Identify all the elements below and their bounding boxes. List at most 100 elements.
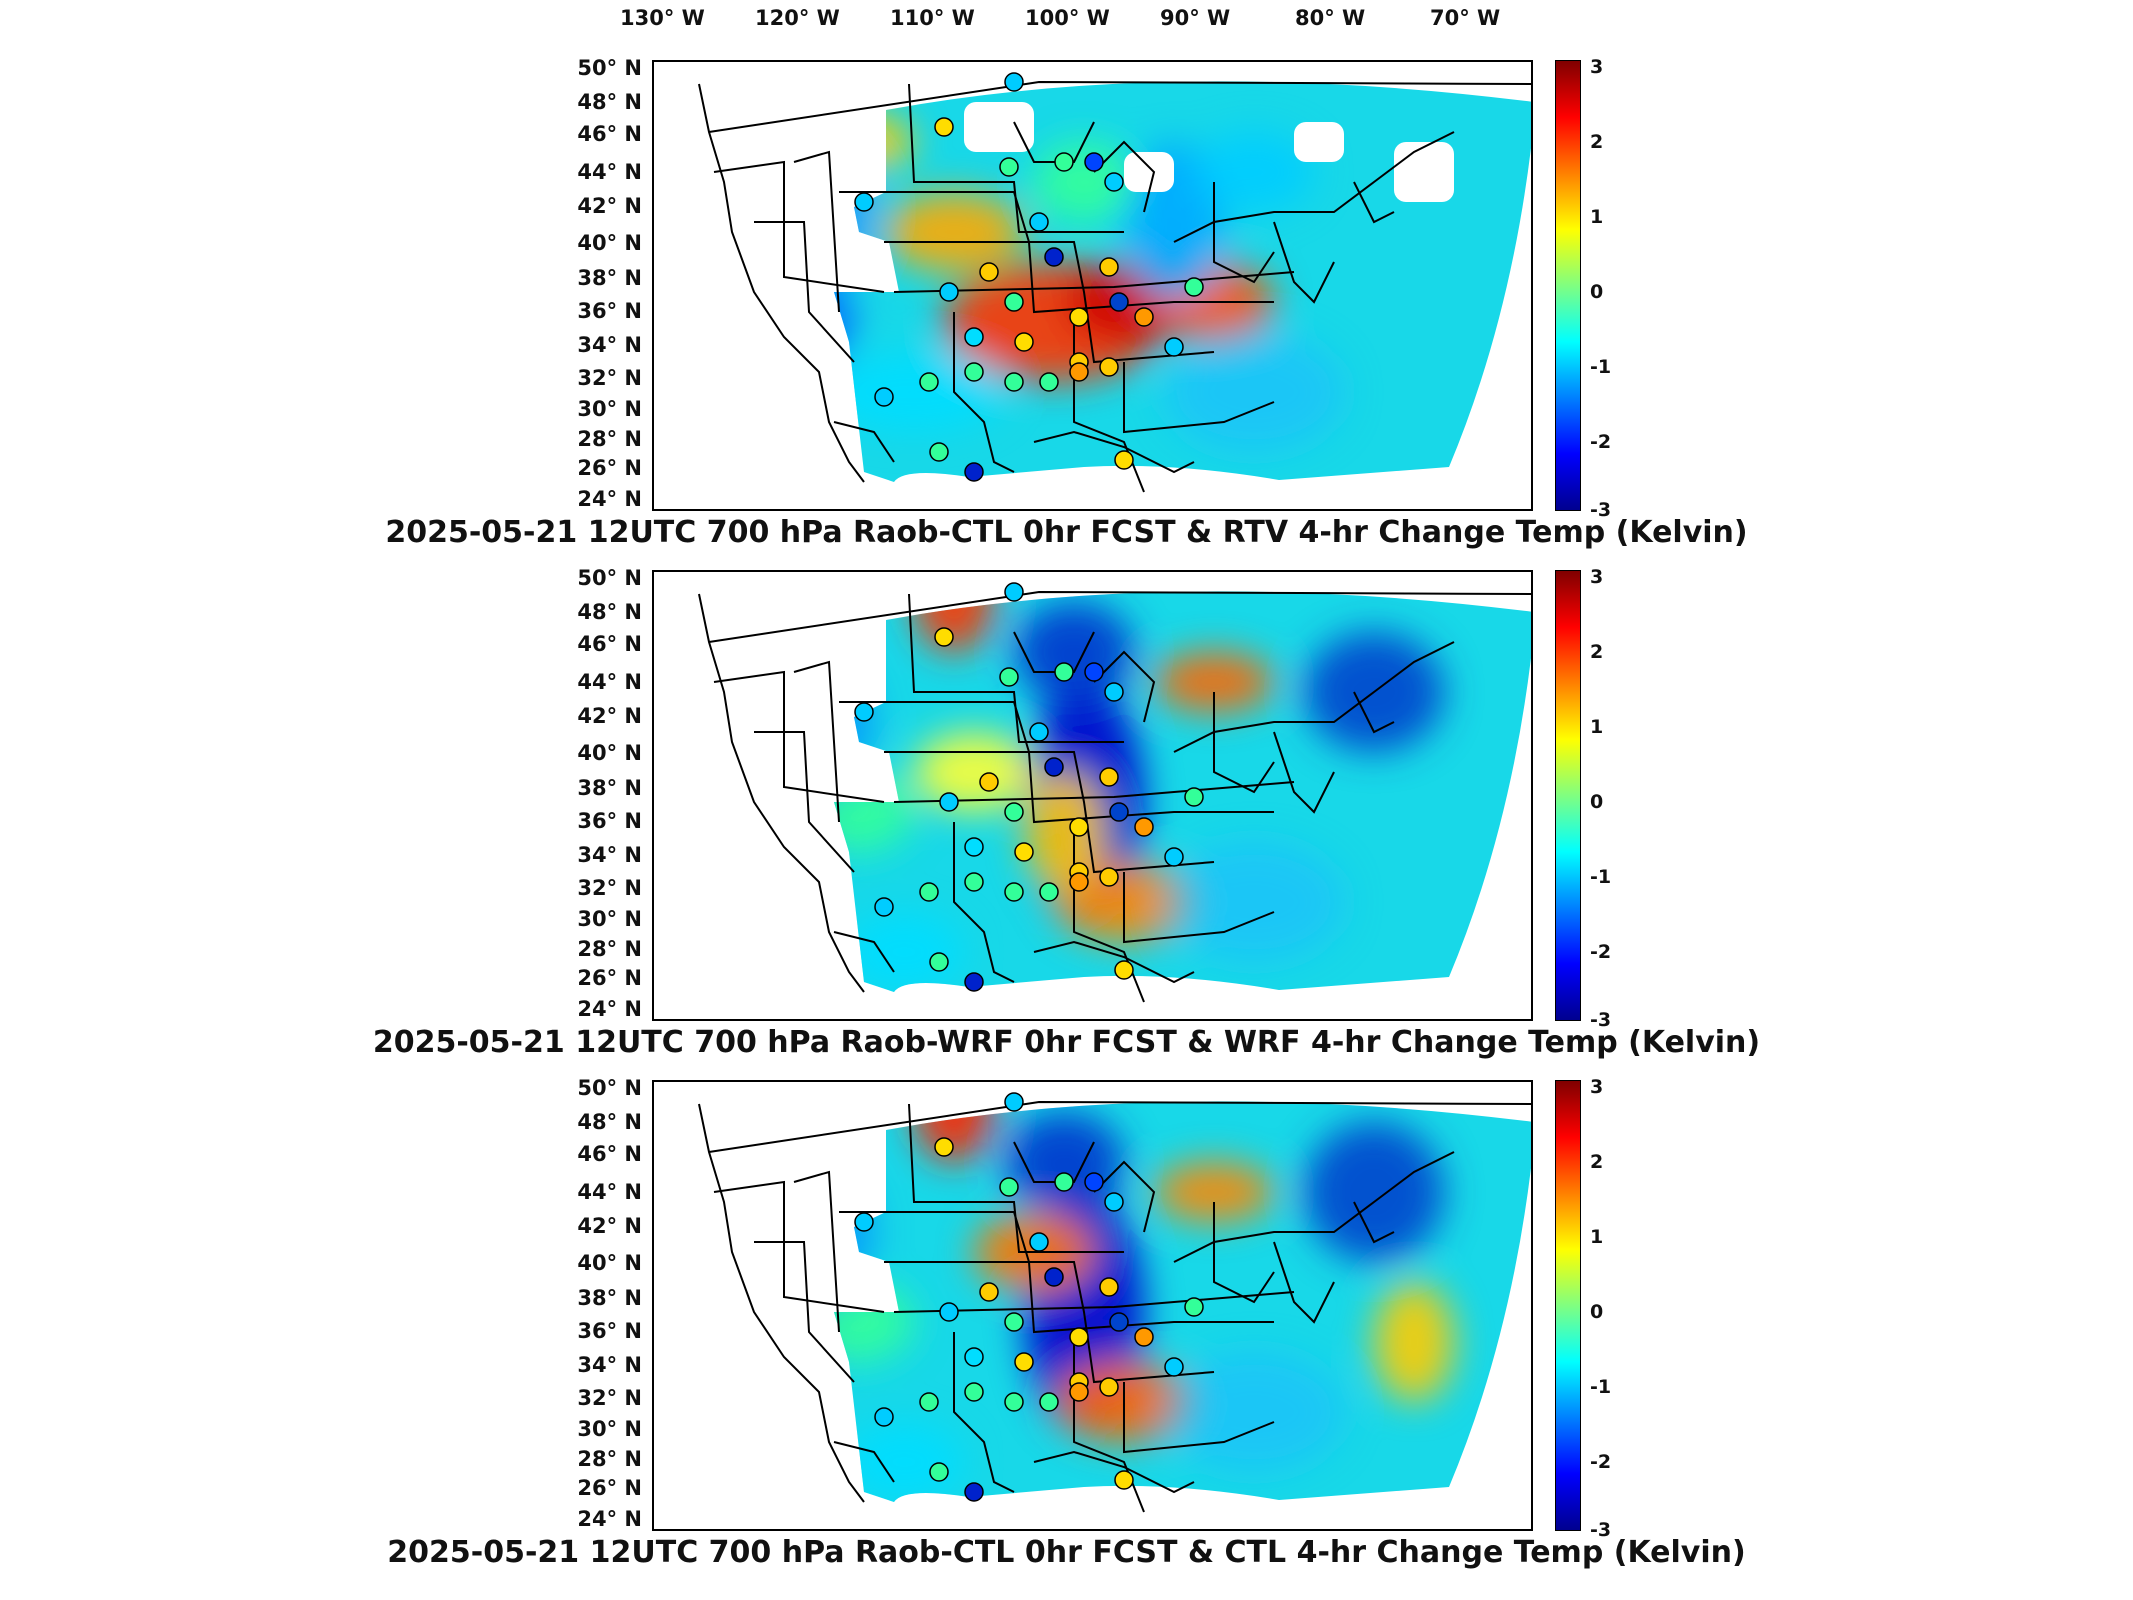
raob-stations (854, 582, 1204, 992)
lat-label: 36° N (577, 299, 642, 323)
lat-label: 46° N (577, 122, 642, 146)
lat-label: 50° N (577, 1076, 642, 1100)
colorbar-tick-label: 1 (1590, 1226, 1604, 1248)
station-marker (1014, 332, 1034, 352)
station-marker (1164, 847, 1184, 867)
station-marker (964, 1482, 984, 1502)
station-marker (1004, 1392, 1024, 1412)
station-marker (1004, 372, 1024, 392)
lat-label: 26° N (577, 966, 642, 990)
colorbar-tick-label: -2 (1590, 1451, 1612, 1473)
station-marker (1069, 817, 1089, 837)
station-marker (1054, 1172, 1074, 1192)
station-marker (964, 362, 984, 382)
station-marker (874, 897, 894, 917)
map-area (652, 1080, 1533, 1531)
lon-label: 80° W (1295, 6, 1366, 30)
station-marker (1044, 247, 1064, 267)
lat-label: 48° N (577, 1110, 642, 1134)
station-marker (1114, 1470, 1134, 1490)
colorbar-tick-label: 0 (1590, 791, 1604, 813)
colorbar-tick-label: 3 (1590, 56, 1604, 78)
colorbar-tick-label: 2 (1590, 131, 1604, 153)
station-marker (999, 157, 1019, 177)
longitude-axis: 130° W 120° W 110° W 100° W 90° W 80° W … (0, 0, 2133, 40)
station-marker (1069, 872, 1089, 892)
colorbar-tick-label: -2 (1590, 431, 1612, 453)
station-marker (1099, 1377, 1119, 1397)
station-marker (964, 462, 984, 482)
lat-label: 38° N (577, 776, 642, 800)
station-marker (979, 772, 999, 792)
station-marker (1039, 1392, 1059, 1412)
station-marker (999, 667, 1019, 687)
lat-label: 48° N (577, 600, 642, 624)
lat-label: 36° N (577, 1319, 642, 1343)
station-marker (1099, 867, 1119, 887)
station-marker (1104, 172, 1124, 192)
station-marker (1069, 307, 1089, 327)
colorbar-tick-label: 1 (1590, 716, 1604, 738)
lat-label: 32° N (577, 366, 642, 390)
temperature-field-map (698, 582, 1531, 1003)
station-marker (1069, 1327, 1089, 1347)
lat-label: 38° N (577, 266, 642, 290)
station-marker (1004, 802, 1024, 822)
station-marker (1134, 1327, 1154, 1347)
station-marker (1039, 372, 1059, 392)
station-marker (1164, 1357, 1184, 1377)
colorbar (1555, 1080, 1581, 1531)
lat-label: 44° N (577, 160, 642, 184)
station-marker (1039, 882, 1059, 902)
colorbar (1555, 570, 1581, 1021)
station-marker (934, 117, 954, 137)
station-marker (1029, 722, 1049, 742)
map-panel-1: 50° N 48° N 46° N 44° N 42° N 40° N 38° N 36° N… (0, 56, 2133, 572)
lat-label: 24° N (577, 487, 642, 511)
temperature-field-map (698, 1092, 1531, 1513)
station-marker (979, 1282, 999, 1302)
station-marker (1029, 1232, 1049, 1252)
station-marker (964, 1347, 984, 1367)
station-marker (1134, 817, 1154, 837)
station-marker (929, 1462, 949, 1482)
station-marker (979, 262, 999, 282)
station-marker (1084, 152, 1104, 172)
station-marker (1084, 662, 1104, 682)
lat-label: 30° N (577, 1417, 642, 1441)
colorbar-tick-label: 2 (1590, 1151, 1604, 1173)
station-marker (1014, 1352, 1034, 1372)
station-marker (929, 442, 949, 462)
lat-label: 36° N (577, 809, 642, 833)
station-marker (964, 1382, 984, 1402)
map-area (652, 60, 1533, 511)
station-marker (854, 702, 874, 722)
station-marker (964, 872, 984, 892)
station-marker (939, 792, 959, 812)
station-marker (1069, 1382, 1089, 1402)
station-marker (1099, 257, 1119, 277)
lat-label: 32° N (577, 876, 642, 900)
station-marker (964, 837, 984, 857)
station-marker (1004, 72, 1024, 92)
colorbar-tick-label: -3 (1590, 1519, 1612, 1541)
station-marker (964, 972, 984, 992)
lat-label: 40° N (577, 1251, 642, 1275)
station-marker (1004, 292, 1024, 312)
station-marker (1134, 307, 1154, 327)
colorbar-tick-label: 1 (1590, 206, 1604, 228)
lat-label: 32° N (577, 1386, 642, 1410)
station-marker (854, 1212, 874, 1232)
colorbar-tick-label: -1 (1590, 356, 1612, 378)
station-marker (1184, 787, 1204, 807)
colorbar-tick-label: 0 (1590, 281, 1604, 303)
lon-label: 90° W (1160, 6, 1231, 30)
lat-label: 50° N (577, 566, 642, 590)
station-marker (1044, 757, 1064, 777)
station-marker (1004, 1312, 1024, 1332)
lat-label: 24° N (577, 997, 642, 1021)
borders (698, 80, 1531, 493)
lat-label: 34° N (577, 1353, 642, 1377)
station-marker (1114, 960, 1134, 980)
station-marker (999, 1177, 1019, 1197)
